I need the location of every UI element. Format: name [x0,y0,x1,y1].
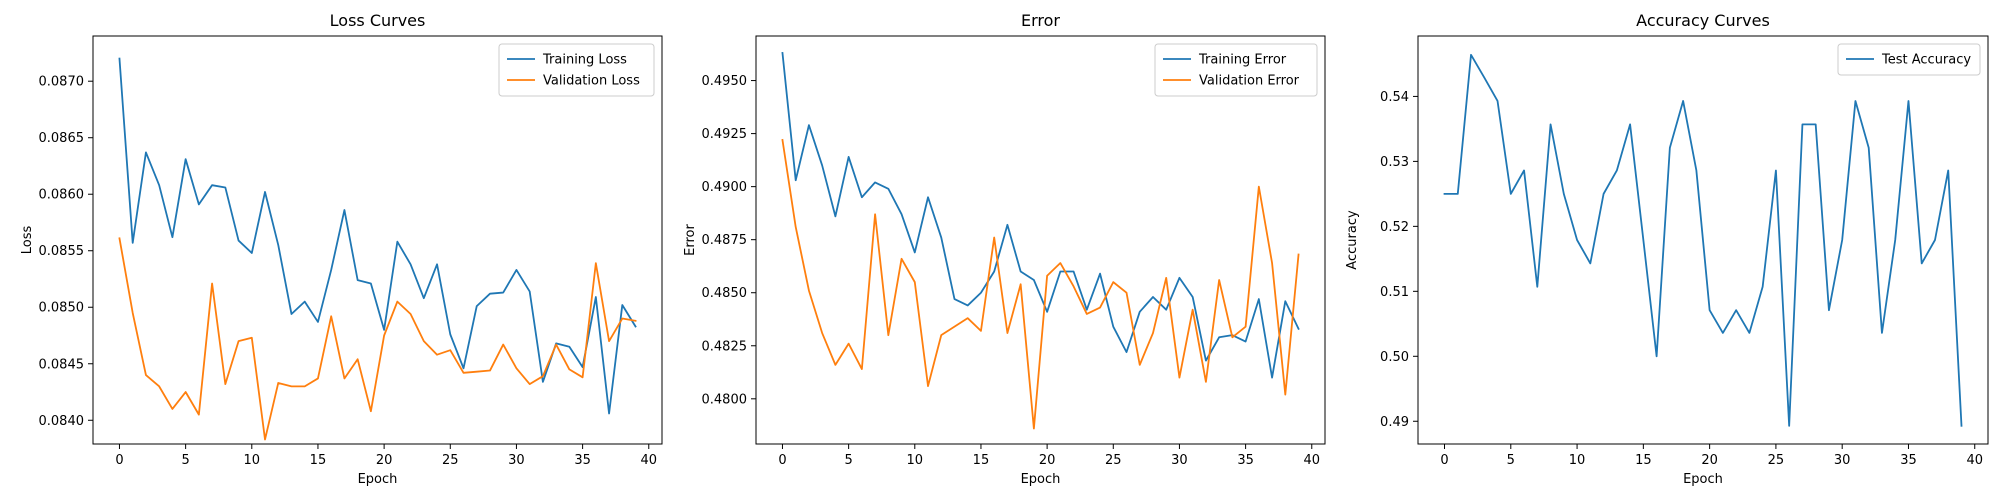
x-tick-label: 0 [115,453,123,468]
series-line-2 [781,138,1300,430]
x-tick-label: 20 [1039,453,1056,468]
y-tick-label: 0.54 [1380,90,1409,105]
y-tick-label: 0.4925 [702,127,748,142]
x-tick-label: 35 [574,453,591,468]
x-tick-label: 15 [1635,453,1652,468]
x-tick-label: 5 [181,453,189,468]
y-tick-label: 0.0865 [39,131,85,146]
x-tick-label: 0 [778,453,786,468]
series-line-1 [1443,53,1963,427]
y-tick-label: 0.49 [1380,415,1409,430]
y-tick-label: 0.0860 [39,188,85,203]
series-line-1 [781,51,1300,379]
x-tick-label: 30 [1171,453,1188,468]
x-tick-label: 30 [1834,453,1851,468]
y-tick-label: 0.0845 [39,357,85,372]
axes-frame [1417,35,1989,445]
x-tick-label: 35 [1237,453,1254,468]
x-tick-label: 25 [1768,453,1785,468]
series-line-1 [118,57,637,415]
series-line-2 [118,237,637,441]
y-tick-label: 0.53 [1380,155,1409,170]
x-tick-label: 35 [1900,453,1917,468]
x-tick-label: 40 [640,453,657,468]
x-tick-label: 25 [442,453,459,468]
chart-panel-2: 0 5 10 15 20 25 30 35 40 0.4800 0.4825 0.4850 0.4875… [683,11,1326,487]
x-tick-label: 0 [1440,453,1448,468]
x-tick-label: 40 [1303,453,1320,468]
x-tick-label: 20 [376,453,393,468]
axes-frame [92,35,663,445]
legend: Training Loss Validation Loss [498,43,655,97]
legend-label: Training Error [1198,53,1287,68]
y-tick-label: 0.51 [1380,285,1409,300]
y-axis-label: Accuracy [1345,210,1360,270]
legend-box [1837,43,1981,76]
legend-label: Test Accuracy [1881,53,1971,68]
y-tick-label: 0.0850 [39,301,85,316]
legend-box [1154,43,1318,97]
legend-box [498,43,655,97]
y-tick-label: 0.4950 [702,74,748,89]
x-tick-label: 10 [907,453,924,468]
x-tick-label: 20 [1701,453,1718,468]
y-axis-label: Loss [20,226,35,255]
axes-frame [755,35,1326,445]
y-tick-label: 0.0855 [39,244,85,259]
legend: Test Accuracy [1837,43,1981,76]
y-tick-label: 0.4875 [702,233,748,248]
x-tick-label: 30 [508,453,525,468]
x-tick-label: 25 [1105,453,1122,468]
x-tick-label: 15 [973,453,990,468]
x-tick-label: 10 [1569,453,1586,468]
x-axis-label: Epoch [1683,472,1723,487]
legend-label: Validation Error [1199,74,1300,89]
x-tick-label: 5 [1507,453,1515,468]
legend-label: Validation Loss [543,74,640,89]
y-tick-label: 0.4825 [702,339,748,354]
x-tick-label: 5 [844,453,852,468]
x-tick-label: 40 [1966,453,1983,468]
chart-title: Loss Curves [330,11,426,30]
legend: Training Error Validation Error [1154,43,1318,97]
y-tick-label: 0.0840 [39,414,85,429]
chart-panel-3: 0 5 10 15 20 25 30 35 40 0.49 0.50 0.51 0.52 0.53 0.54… [1345,11,1989,487]
y-tick-label: 0.4800 [702,392,748,407]
chart-panel-1: 0 5 10 15 20 25 30 35 40 0.0840 0.0845 0.0850 0.0855… [20,11,663,487]
y-tick-label: 0.50 [1380,350,1409,365]
legend-label: Training Loss [542,53,627,68]
y-axis-label: Error [683,224,698,256]
x-tick-label: 10 [244,453,261,468]
x-axis-label: Epoch [358,472,398,487]
y-tick-label: 0.0870 [39,75,85,90]
x-axis-label: Epoch [1021,472,1061,487]
chart-title: Accuracy Curves [1636,11,1770,30]
y-tick-label: 0.52 [1380,220,1409,235]
chart-title: Error [1021,11,1060,30]
x-tick-label: 15 [310,453,327,468]
y-tick-label: 0.4900 [702,180,748,195]
y-tick-label: 0.4850 [702,286,748,301]
